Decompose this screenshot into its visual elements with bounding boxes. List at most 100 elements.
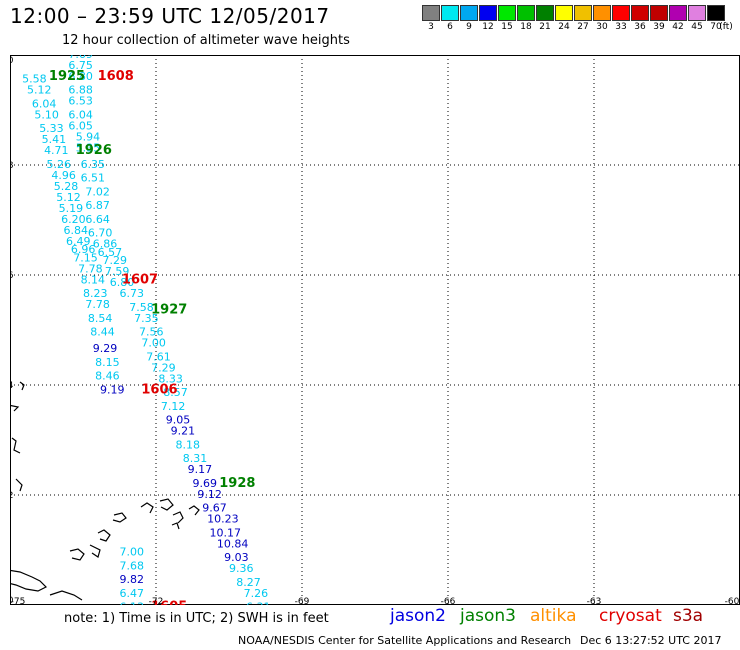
wave-height-value: 8.44 (90, 326, 115, 339)
wave-height-value: 6.13 (120, 601, 145, 606)
wave-height-value: 7.29 (102, 254, 127, 267)
color-scale-label: 6 (447, 22, 453, 32)
map-title: 12:00 – 23:59 UTC 12/05/2017 (10, 4, 330, 28)
island-turks-b (159, 498, 174, 511)
lat-tick-label: 28 (10, 161, 14, 171)
color-swatch (574, 5, 592, 21)
color-scale-label: 24 (558, 22, 570, 32)
mission-altika: altika (530, 606, 577, 626)
color-scale-label: 12 (482, 22, 494, 32)
wave-height-value: 6.80 (110, 276, 134, 289)
color-scale-label: 15 (501, 22, 513, 32)
wave-height-value: 9.29 (93, 342, 118, 355)
wave-height-value: 9.36 (229, 562, 254, 575)
color-swatch (479, 5, 497, 21)
lat-tick-label: 24 (10, 381, 14, 391)
wave-height-value: 6.53 (68, 95, 93, 108)
wave-height-value: 9.17 (188, 463, 213, 476)
wave-height-value: 4.71 (44, 144, 69, 157)
lat-tick-label: 20 (10, 596, 14, 605)
pass-id-label: 1608 (98, 69, 134, 84)
wave-height-value: 8.54 (88, 312, 113, 325)
wave-height-value: 8.31 (183, 452, 208, 465)
wave-height-value: 8.18 (175, 438, 200, 451)
wave-height-value: 9.05 (166, 414, 191, 427)
wave-height-value: 7.00 (120, 546, 145, 559)
island-cuba-coast (49, 590, 83, 601)
wave-height-value: 6.35 (81, 158, 106, 171)
wave-height-value: 5.94 (76, 130, 101, 143)
footer-note: note: 1) Time is in UTC; 2) SWH is in fe… (64, 611, 329, 626)
lat-tick-label: 26 (10, 271, 14, 281)
wave-height-value: 6.86 (93, 238, 118, 251)
wave-height-value: 5.26 (47, 158, 72, 171)
wave-height-value: 5.12 (27, 84, 52, 97)
wave-height-value: 7.35 (134, 312, 159, 325)
island-inagua-west (15, 478, 23, 492)
wave-height-value: 6.73 (120, 287, 145, 300)
wave-height-value: 5.33 (39, 122, 64, 135)
wave-height-value: 10.23 (207, 513, 239, 526)
wave-height-value: 7.78 (78, 262, 103, 275)
lon-tick-label: -75 (11, 597, 26, 605)
wave-height-value: 8.15 (95, 356, 120, 369)
wave-height-value: 5.41 (42, 133, 67, 146)
wave-height-value: 9.03 (224, 551, 249, 564)
color-scale (422, 5, 726, 21)
map-grid (10, 55, 740, 605)
wave-height-value: 6.20 (61, 213, 86, 226)
wave-height-value: 9.19 (100, 383, 125, 396)
color-swatch (707, 5, 725, 21)
wave-height-value: 6.57 (98, 246, 123, 259)
color-swatch (688, 5, 706, 21)
island-abaco (19, 381, 25, 391)
color-swatch (555, 5, 573, 21)
wave-height-value: 6.47 (120, 587, 145, 600)
wave-height-value: 6.70 (88, 227, 113, 240)
wave-height-value: 7.26 (244, 587, 269, 600)
wave-height-value: 7.15 (73, 251, 98, 264)
color-scale-label: 3 (428, 22, 434, 32)
color-swatch (422, 5, 440, 21)
color-swatch (612, 5, 630, 21)
wave-height-value: 7.78 (85, 298, 110, 311)
lat-tick-label: 22 (10, 491, 13, 501)
color-scale-label: 21 (539, 22, 551, 32)
pass-id-label: 1605 (151, 600, 187, 606)
wave-height-value: 9.21 (171, 425, 196, 438)
color-scale-label: 9 (466, 22, 472, 32)
pass-labels: 1925 1608 1926 1607 1927 1606 1928 1605 (49, 69, 256, 605)
wave-height-value: 6.84 (64, 224, 89, 237)
color-swatch (669, 5, 687, 21)
wave-height-value: 9.67 (202, 502, 227, 515)
wave-height-value: 4.96 (51, 169, 76, 182)
pass-id-label: 1925 (49, 69, 85, 84)
pass-id-label: 1926 (76, 143, 112, 158)
coastline (10, 381, 200, 601)
color-scale-label: 18 (520, 22, 532, 32)
pass-id-label: 1606 (141, 382, 177, 397)
color-swatch (517, 5, 535, 21)
color-scale-label: 70 (710, 22, 722, 32)
wave-height-value: 6.64 (85, 213, 110, 226)
wave-height-value: 6.75 (68, 59, 93, 72)
island-turks-c (172, 511, 184, 524)
wave-height-value: 5.35 (76, 141, 101, 154)
wave-height-value: 8.14 (81, 273, 106, 286)
map-subtitle: 12 hour collection of altimeter wave hei… (62, 33, 350, 48)
wave-height-value: 10.84 (217, 537, 249, 550)
wave-height-value: 7.58 (129, 301, 154, 314)
wave-height-value: 10.17 (210, 526, 242, 539)
wave-height-value: 7.59 (105, 265, 129, 278)
color-scale-label: 27 (577, 22, 589, 32)
wave-height-value: 7.29 (151, 361, 176, 374)
wave-height-marks: 7.696.756.806.886.536.046.055.945.356.35… (22, 55, 270, 606)
pass-id-label: 1927 (151, 303, 187, 318)
wave-height-value: 7.12 (161, 400, 186, 413)
color-swatch (498, 5, 516, 21)
wave-height-map: 7.696.756.806.886.536.046.055.945.356.35… (10, 55, 740, 605)
wave-height-value: 6.49 (66, 235, 91, 248)
lon-tick-label: -66 (441, 597, 456, 605)
color-scale-label: 42 (672, 22, 684, 32)
wave-height-value: 5.28 (54, 180, 79, 193)
